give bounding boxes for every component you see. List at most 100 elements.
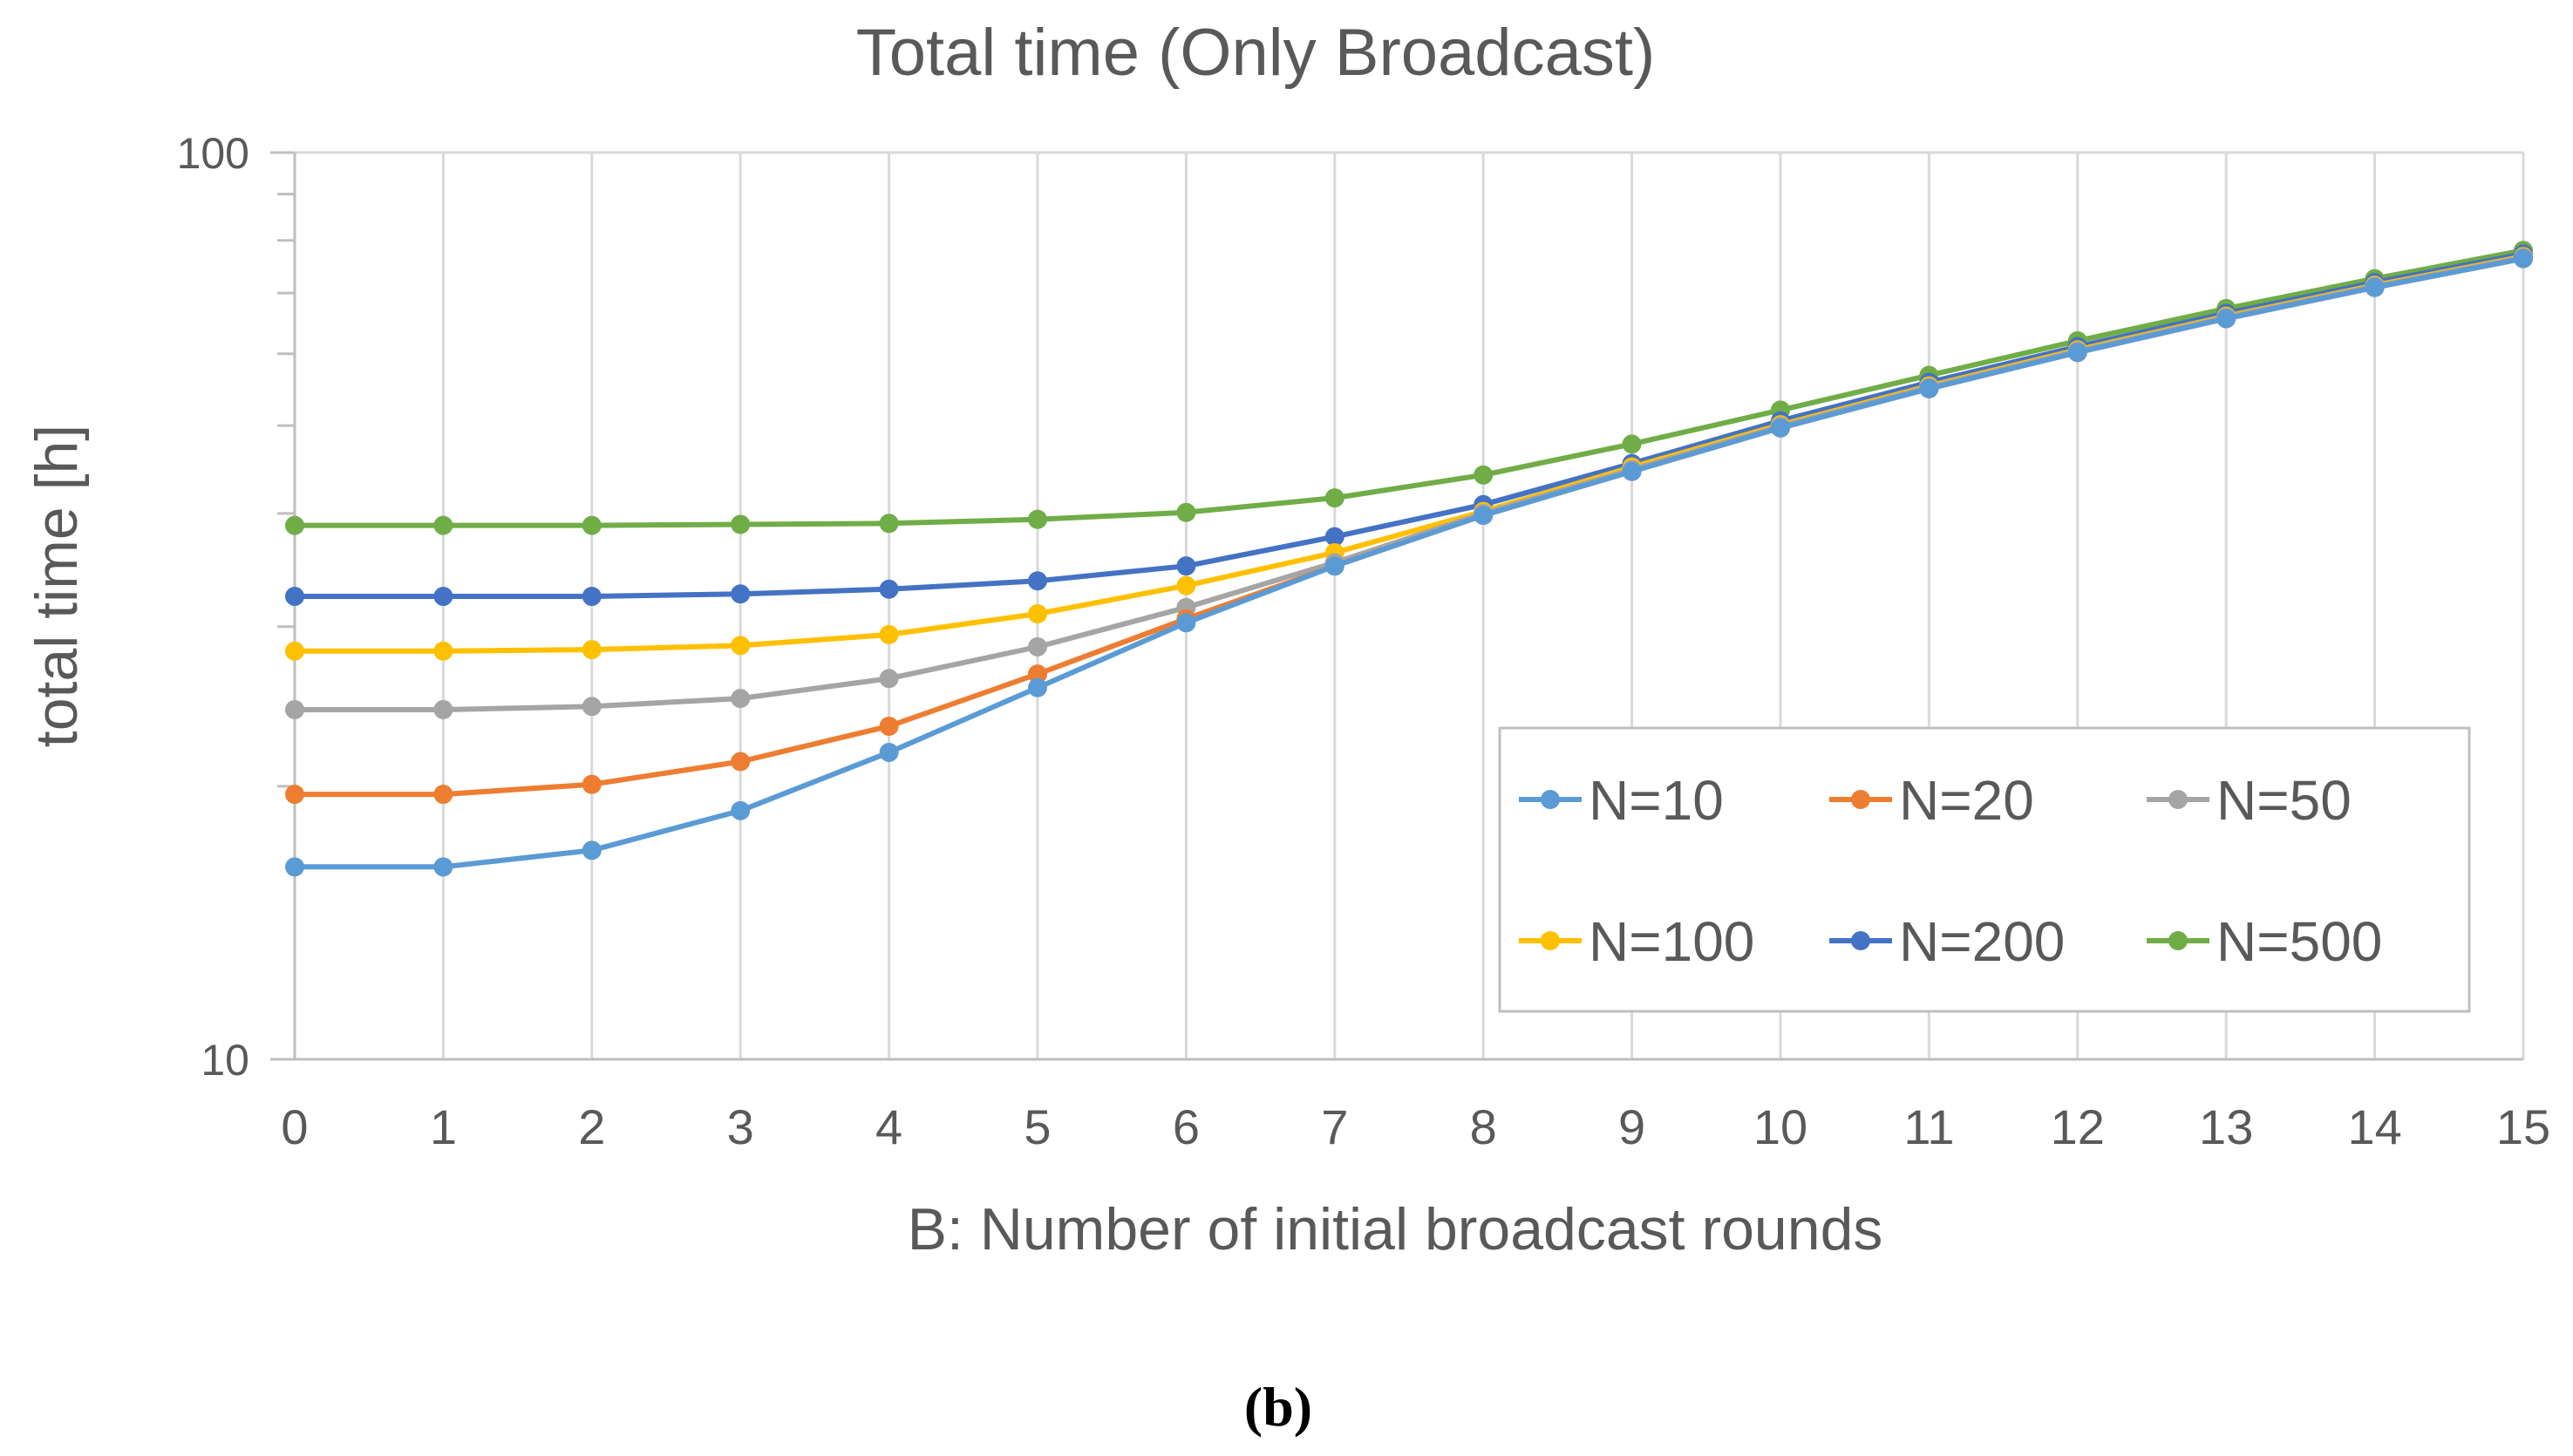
data-point-n-10 — [1324, 556, 1344, 576]
x-tick-label: 1 — [430, 1099, 457, 1154]
data-point-n-100 — [582, 640, 602, 660]
data-point-n-100 — [1028, 603, 1047, 623]
data-point-n-20 — [1028, 664, 1047, 684]
legend-swatch-marker — [1851, 790, 1870, 809]
data-point-n-500 — [1176, 502, 1196, 522]
data-point-n-10 — [1771, 418, 1790, 438]
data-point-n-10 — [582, 840, 602, 861]
data-point-n-20 — [879, 716, 899, 736]
data-point-n-100 — [879, 624, 899, 644]
chart-title: Total time (Only Broadcast) — [856, 16, 1656, 90]
data-point-n-10 — [2216, 309, 2236, 329]
data-point-n-20 — [433, 785, 453, 805]
data-point-n-10 — [879, 743, 899, 763]
legend-item-n-500: N=500 — [2147, 910, 2382, 973]
y-tick-label: 10 — [201, 1036, 249, 1085]
data-point-n-200 — [1028, 571, 1047, 591]
data-point-n-10 — [2067, 343, 2087, 363]
data-point-n-10 — [1622, 461, 1642, 481]
series-n-500 — [285, 241, 2533, 535]
x-tick-label: 5 — [1024, 1099, 1051, 1154]
data-point-n-200 — [285, 587, 304, 607]
data-point-n-500 — [731, 514, 751, 534]
series-n-100 — [285, 247, 2533, 661]
legend-item-n-100: N=100 — [1519, 910, 1754, 973]
data-point-n-50 — [879, 669, 899, 689]
x-tick-label: 9 — [1618, 1099, 1645, 1154]
x-tick-label: 6 — [1173, 1099, 1200, 1154]
x-axis-title: B: Number of initial broadcast rounds — [908, 1196, 1883, 1262]
legend-item-n-200: N=200 — [1829, 910, 2065, 973]
data-point-n-100 — [1176, 575, 1196, 595]
data-point-n-10 — [2365, 277, 2385, 297]
legend: N=10 N=20 N=50 N=100 N=200 N=500 — [1498, 726, 2471, 1013]
x-tick-label: 3 — [727, 1099, 754, 1154]
series-line-n-10 — [295, 255, 2524, 870]
x-tick-label: 2 — [578, 1099, 605, 1154]
data-point-n-50 — [731, 689, 751, 709]
panel-label: (b) — [1244, 1376, 1312, 1438]
legend-label: N=100 — [1589, 910, 1754, 973]
data-point-n-500 — [1474, 465, 1494, 485]
data-point-n-50 — [582, 697, 602, 717]
data-point-n-10 — [1919, 378, 1939, 398]
data-point-n-20 — [582, 774, 602, 794]
data-point-n-200 — [433, 587, 453, 607]
legend-item-n-50: N=50 — [2147, 769, 2352, 832]
x-tick-label: 10 — [1753, 1099, 1807, 1154]
data-point-n-20 — [731, 752, 751, 772]
x-tick-label: 8 — [1470, 1099, 1497, 1154]
x-tick-label: 0 — [281, 1099, 308, 1154]
data-point-n-200 — [731, 584, 751, 604]
x-tick-label: 11 — [1903, 1099, 1954, 1154]
data-point-n-50 — [285, 699, 304, 719]
legend-swatch-marker — [1541, 790, 1560, 809]
series-n-10 — [285, 248, 2533, 877]
x-tick-label: 4 — [875, 1099, 902, 1154]
data-point-n-10 — [285, 857, 304, 877]
data-point-n-200 — [1176, 556, 1196, 576]
data-point-n-500 — [433, 515, 453, 535]
data-point-n-200 — [582, 587, 602, 607]
data-point-n-100 — [433, 641, 453, 661]
x-tick-label: 12 — [2051, 1099, 2105, 1154]
x-tick-label: 13 — [2199, 1099, 2253, 1154]
x-tick-label: 15 — [2496, 1099, 2550, 1154]
legend-label: N=200 — [1899, 910, 2065, 973]
series-line-n-200 — [295, 251, 2524, 599]
legend-item-n-10: N=10 — [1519, 769, 1724, 832]
data-point-n-50 — [433, 699, 453, 719]
data-point-n-500 — [1622, 434, 1642, 454]
y-axis-title: total time [h] — [24, 425, 90, 747]
data-point-n-20 — [285, 785, 304, 805]
legend-label: N=50 — [2216, 769, 2352, 832]
series-n-200 — [285, 244, 2533, 607]
legend-swatch-marker — [2168, 790, 2188, 809]
series-line-n-500 — [295, 248, 2524, 528]
data-point-n-200 — [879, 579, 899, 599]
data-point-n-50 — [1028, 636, 1047, 657]
legend-label: N=20 — [1899, 769, 2034, 832]
data-point-n-10 — [2514, 248, 2533, 269]
legend-item-n-20: N=20 — [1829, 769, 2034, 832]
data-point-n-10 — [1474, 506, 1494, 526]
x-tick-label: 7 — [1321, 1099, 1348, 1154]
data-point-n-10 — [731, 800, 751, 820]
data-point-n-10 — [433, 857, 453, 877]
data-point-n-10 — [1176, 613, 1196, 633]
legend-label: N=500 — [2216, 910, 2382, 973]
legend-swatch-marker — [1541, 931, 1560, 950]
data-point-n-500 — [1324, 488, 1344, 508]
legend-label: N=10 — [1589, 769, 1724, 832]
legend-swatch-marker — [1851, 931, 1870, 950]
series-group — [285, 241, 2533, 877]
data-point-n-200 — [1324, 527, 1344, 547]
data-point-n-100 — [731, 636, 751, 656]
y-tick-label: 100 — [177, 129, 249, 178]
x-tick-label: 14 — [2347, 1099, 2401, 1154]
data-point-n-10 — [1028, 677, 1047, 697]
data-point-n-500 — [285, 515, 304, 535]
data-point-n-500 — [879, 514, 899, 534]
data-point-n-100 — [285, 641, 304, 661]
